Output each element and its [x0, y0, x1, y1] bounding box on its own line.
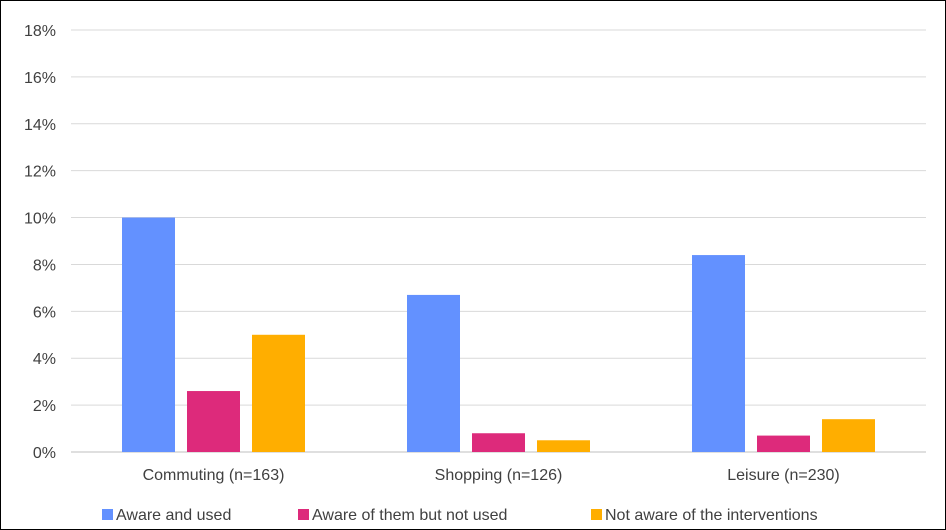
- y-tick-label: 4%: [33, 351, 56, 368]
- legend-label: Not aware of the interventions: [605, 507, 818, 524]
- bar: [692, 255, 745, 452]
- y-tick-label: 14%: [24, 117, 56, 134]
- legend-swatch: [298, 509, 309, 520]
- legend-entry: Not aware of the interventions: [591, 507, 818, 524]
- legend: Aware and used Aware of them but not used…: [102, 507, 818, 524]
- y-tick-label: 8%: [33, 257, 56, 274]
- y-axis-tick-labels: 0% 2% 4% 6% 8% 10% 12% 14% 16% 18%: [24, 23, 56, 462]
- bar: [822, 419, 875, 452]
- bar: [252, 334, 305, 452]
- y-tick-label: 10%: [24, 211, 56, 228]
- gridlines: [71, 29, 926, 453]
- legend-entry: Aware of them but not used: [298, 507, 507, 524]
- y-tick-label: 6%: [33, 304, 56, 321]
- y-tick-label: 12%: [24, 164, 56, 181]
- y-tick-label: 2%: [33, 398, 56, 415]
- legend-label: Aware of them but not used: [312, 507, 507, 524]
- legend-swatch: [591, 509, 602, 520]
- bar: [187, 391, 240, 452]
- bar: [407, 294, 460, 452]
- bar: [537, 440, 590, 452]
- bar: [122, 217, 175, 452]
- y-tick-label: 0%: [33, 445, 56, 462]
- legend-swatch: [102, 509, 113, 520]
- bars: [122, 217, 875, 452]
- legend-label: Aware and used: [116, 507, 231, 524]
- y-tick-label: 18%: [24, 23, 56, 40]
- legend-entry: Aware and used: [102, 507, 231, 524]
- y-tick-label: 16%: [24, 70, 56, 87]
- bar: [472, 433, 525, 452]
- x-category-label: Commuting (n=163): [143, 467, 285, 484]
- x-category-label: Shopping (n=126): [435, 467, 563, 484]
- x-axis-category-labels: Commuting (n=163) Shopping (n=126) Leisure…: [143, 467, 840, 484]
- x-category-label: Leisure (n=230): [727, 467, 840, 484]
- bar: [757, 435, 810, 452]
